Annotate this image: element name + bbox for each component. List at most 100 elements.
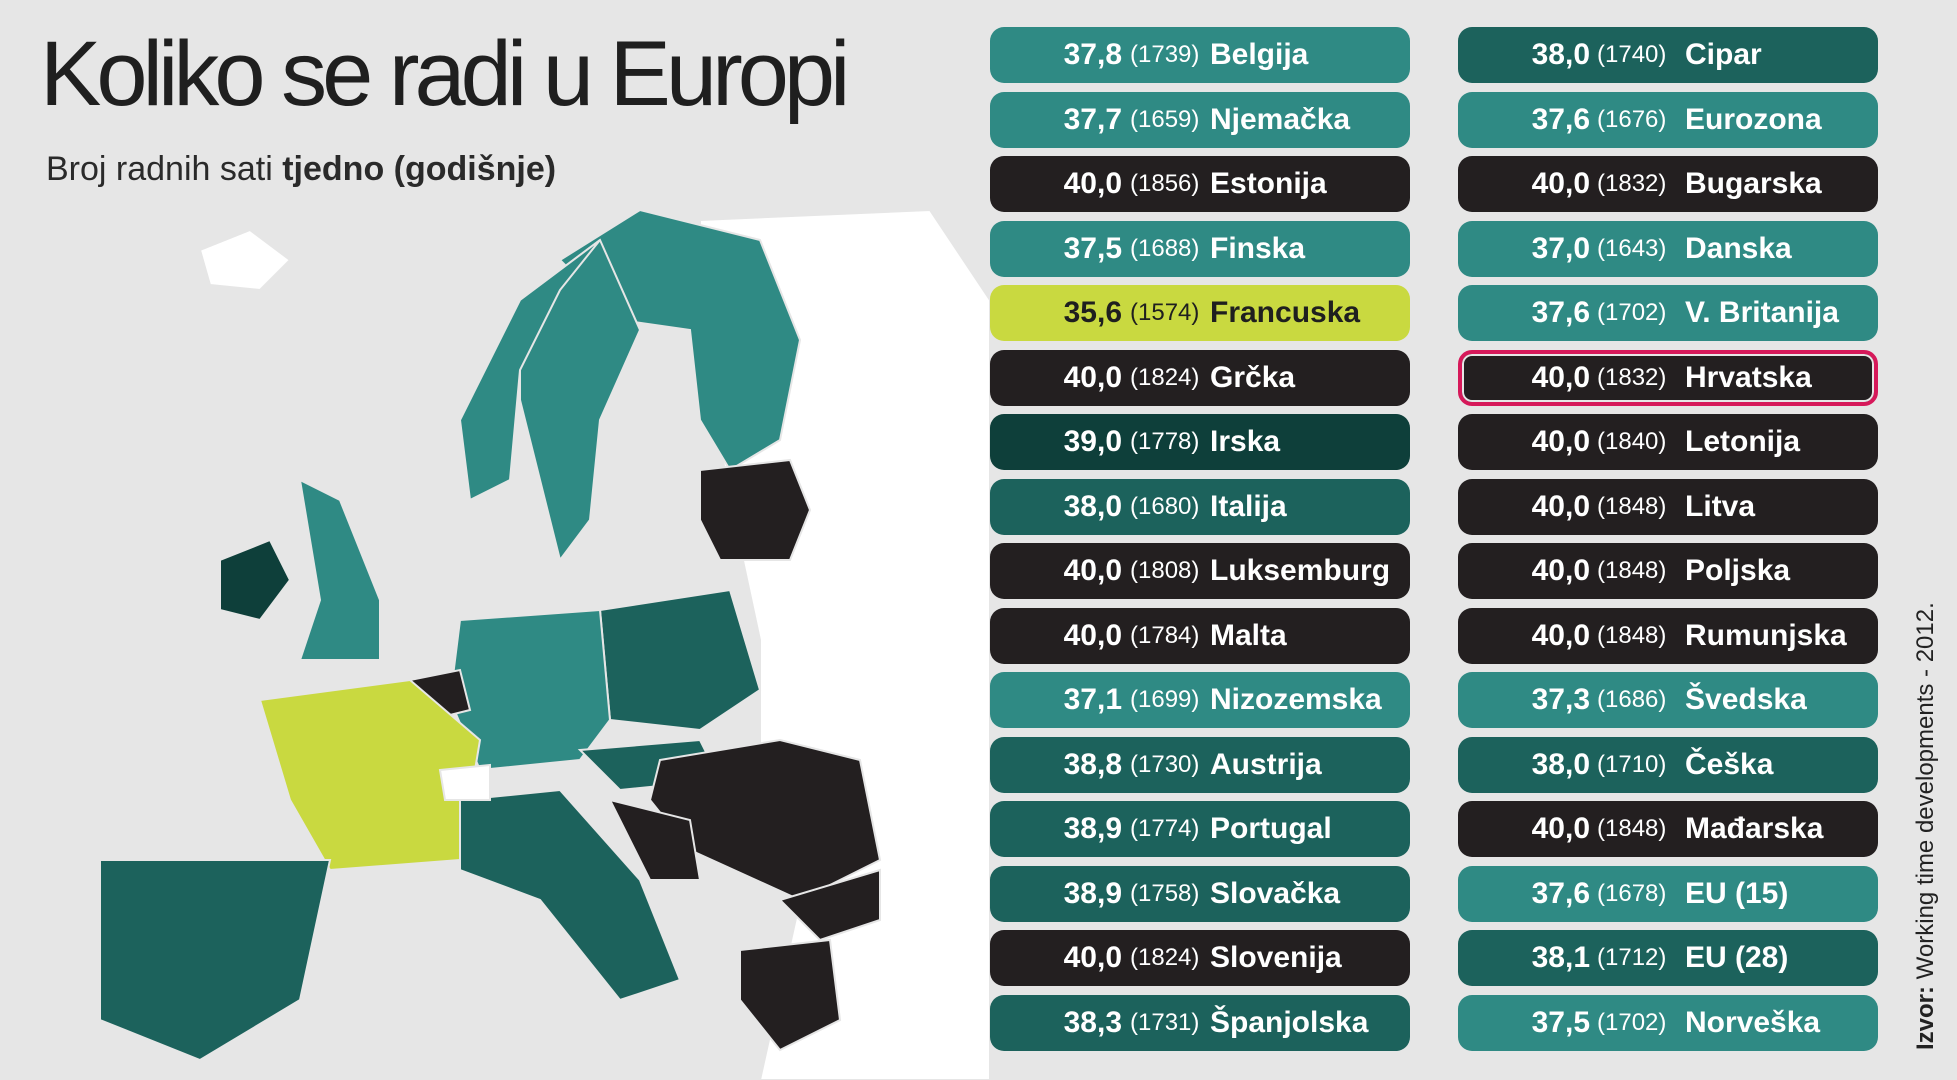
country: Španjolska xyxy=(1210,1005,1369,1039)
entry: 38,9 (1758) Slovačka xyxy=(990,865,1410,922)
croatia-slovenia xyxy=(608,798,702,881)
weekly: 37,6 xyxy=(1531,102,1590,136)
country: Rumunjska xyxy=(1685,618,1847,652)
annual: (1659) xyxy=(1130,105,1200,133)
entry: 40,0 (1808) Luksemburg xyxy=(990,543,1410,599)
weekly: 40,0 xyxy=(1531,425,1590,458)
annual: (1702) xyxy=(1597,1008,1667,1036)
weekly: 39,0 xyxy=(1063,425,1122,458)
map xyxy=(99,208,990,1080)
entry: 35,6 (1574) Francuska xyxy=(990,285,1410,341)
annual: (1574) xyxy=(1130,299,1200,326)
annual: (1832) xyxy=(1597,363,1667,391)
entry: 40,0 (1784) Malta xyxy=(990,607,1410,664)
country: Poljska xyxy=(1685,554,1791,587)
norway xyxy=(458,239,601,502)
annual: (1686) xyxy=(1597,686,1667,713)
baltics xyxy=(699,458,812,561)
country: Njemačka xyxy=(1210,102,1351,136)
entry: 37,5 (1688) Finska xyxy=(990,220,1410,277)
entry: 40,0 (1824) Grčka xyxy=(990,349,1410,406)
country: Francuska xyxy=(1210,296,1361,329)
entry: 37,6 (1678) EU (15) xyxy=(1458,865,1878,922)
entry: 37,0 (1643) Danska xyxy=(1458,220,1878,277)
country: Portugal xyxy=(1210,812,1332,845)
annual: (1731) xyxy=(1130,1008,1200,1036)
entry: 38,8 (1730) Austrija xyxy=(990,736,1410,793)
annual: (1643) xyxy=(1597,234,1667,262)
annual: (1712) xyxy=(1597,944,1667,971)
weekly: 40,0 xyxy=(1531,167,1590,200)
weekly: 38,0 xyxy=(1531,747,1590,781)
country: Estonija xyxy=(1210,167,1327,200)
weekly: 40,0 xyxy=(1531,489,1590,523)
source-text: Working time developments - 2012. xyxy=(1912,602,1939,980)
entry: 37,7 (1659) Njemačka xyxy=(990,91,1410,148)
country: EU (28) xyxy=(1685,941,1789,974)
weekly: 37,5 xyxy=(1531,1005,1590,1039)
annual: (1848) xyxy=(1597,621,1667,649)
annual: (1688) xyxy=(1130,234,1200,262)
subtitle-bold: tjedno (godišnje) xyxy=(282,150,557,188)
sweden xyxy=(519,238,642,563)
annual: (1824) xyxy=(1130,363,1200,391)
country: Danska xyxy=(1685,231,1792,265)
country: Austrija xyxy=(1210,747,1322,781)
entry: 37,6 (1702) V. Britanija xyxy=(1458,285,1878,341)
country: Belgija xyxy=(1210,38,1309,71)
weekly: 38,9 xyxy=(1063,812,1122,845)
country: Bugarska xyxy=(1685,167,1822,200)
country: Letonija xyxy=(1685,425,1801,458)
annual: (1856) xyxy=(1130,170,1200,197)
country: Mađarska xyxy=(1685,812,1824,845)
bulgaria xyxy=(778,868,881,942)
hungary-romania xyxy=(648,738,882,902)
subtitle: Broj radnih sati tjedno (godišnje) xyxy=(46,150,556,189)
entry: 37,8 (1739) Belgija xyxy=(990,27,1410,83)
country: Slovačka xyxy=(1210,876,1341,910)
ireland xyxy=(219,538,292,622)
switzerland xyxy=(438,763,491,801)
annual: (1848) xyxy=(1597,557,1667,584)
annual: (1778) xyxy=(1130,428,1200,455)
weekly: 38,1 xyxy=(1531,941,1590,974)
entry: 40,0 (1848) Mađarska xyxy=(1458,801,1878,857)
country: Eurozona xyxy=(1685,102,1822,136)
entry: 38,0 (1680) Italija xyxy=(990,478,1410,535)
weekly: 37,8 xyxy=(1063,38,1122,71)
entry: 40,0 (1856) Estonija xyxy=(990,156,1410,212)
weekly: 35,6 xyxy=(1063,296,1122,329)
iceland xyxy=(198,228,292,292)
country: V. Britanija xyxy=(1685,296,1839,329)
weekly: 40,0 xyxy=(1531,554,1590,587)
iberia xyxy=(99,859,332,1062)
weekly: 38,3 xyxy=(1063,1005,1122,1039)
annual: (1740) xyxy=(1597,41,1667,68)
country: Grčka xyxy=(1210,360,1296,394)
source: Izvor: Working time developments - 2012. xyxy=(1912,602,1940,1050)
country: Malta xyxy=(1210,618,1287,652)
entry: 40,0 (1824) Slovenija xyxy=(990,930,1410,986)
entry: 38,0 (1740) Cipar xyxy=(1458,27,1878,83)
weekly: 40,0 xyxy=(1531,360,1590,394)
annual: (1848) xyxy=(1597,492,1667,520)
annual: (1730) xyxy=(1130,750,1200,778)
weekly: 40,0 xyxy=(1063,618,1122,652)
entry: 38,9 (1774) Portugal xyxy=(990,801,1410,857)
annual: (1739) xyxy=(1130,41,1200,68)
country: Nizozemska xyxy=(1210,683,1382,716)
annual: (1832) xyxy=(1597,170,1667,197)
country: Finska xyxy=(1210,231,1306,265)
country: Luksemburg xyxy=(1210,554,1391,587)
weekly: 40,0 xyxy=(1063,167,1122,200)
entry: 40,0 (1848) Rumunjska xyxy=(1458,607,1878,664)
country: EU (15) xyxy=(1685,876,1789,910)
entry: 37,6 (1676) Eurozona xyxy=(1458,91,1878,148)
country: Češka xyxy=(1685,747,1774,781)
annual: (1758) xyxy=(1130,879,1200,907)
weekly: 40,0 xyxy=(1063,360,1122,394)
weekly: 37,0 xyxy=(1531,231,1590,265)
weekly: 38,8 xyxy=(1063,747,1122,781)
country: Švedska xyxy=(1685,683,1807,716)
